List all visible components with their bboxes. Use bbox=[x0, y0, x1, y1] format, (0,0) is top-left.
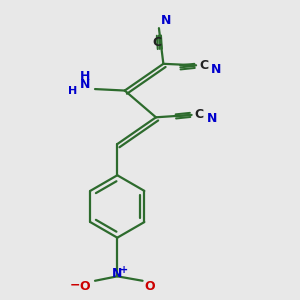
Text: H: H bbox=[68, 85, 77, 96]
Text: O: O bbox=[79, 280, 90, 293]
Text: O: O bbox=[145, 280, 155, 293]
Text: N: N bbox=[206, 112, 217, 125]
Text: C: C bbox=[153, 36, 162, 49]
Text: N: N bbox=[161, 14, 172, 27]
Text: C: C bbox=[195, 108, 204, 121]
Text: −: − bbox=[70, 279, 80, 292]
Text: +: + bbox=[120, 266, 128, 275]
Text: H: H bbox=[80, 70, 90, 83]
Text: N: N bbox=[211, 63, 221, 76]
Text: N: N bbox=[112, 267, 122, 280]
Text: C: C bbox=[199, 59, 208, 72]
Text: N: N bbox=[80, 78, 90, 91]
